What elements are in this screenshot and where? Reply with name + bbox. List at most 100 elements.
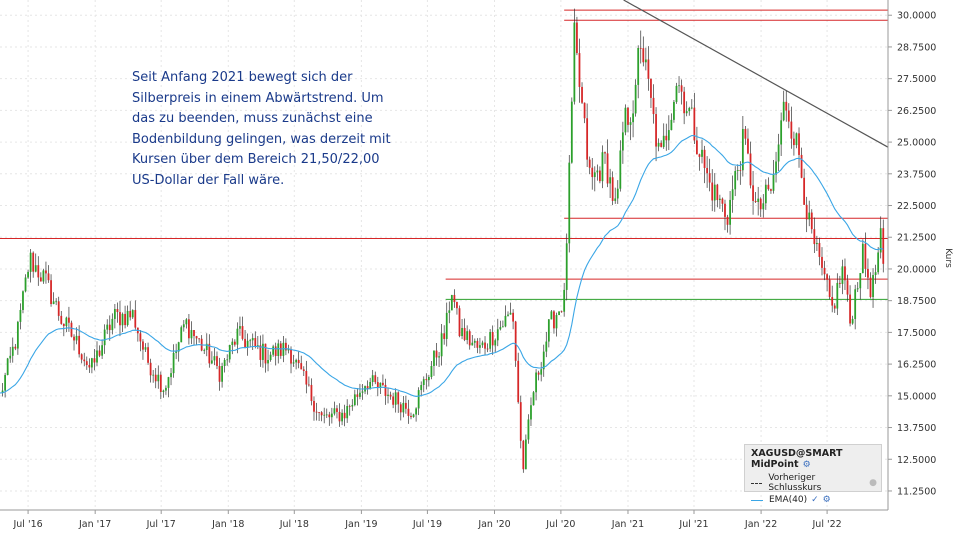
y-tick-label: 18.7500 xyxy=(897,296,936,307)
candle-body xyxy=(542,351,545,370)
candle-body xyxy=(101,345,104,356)
candle-body xyxy=(231,341,234,345)
candle-body xyxy=(236,328,239,345)
candle-body xyxy=(711,182,714,201)
candle-body xyxy=(708,173,711,183)
candle-body xyxy=(601,152,604,182)
candle-body xyxy=(826,274,828,280)
candle-body xyxy=(4,375,6,391)
candle-body xyxy=(433,350,435,366)
candle-body xyxy=(162,390,165,392)
candle-body xyxy=(877,252,880,273)
legend-ema: EMA(40) ✓ ⚙ xyxy=(745,494,881,506)
candle-body xyxy=(496,329,499,341)
candle-body xyxy=(696,140,698,155)
grid xyxy=(0,0,888,510)
x-axis-ticks: Jul '16 Jan '17 Jul '17 Jan '18 Jul '18 Jan '… xyxy=(12,510,842,530)
candle-body xyxy=(24,277,27,292)
candle-body xyxy=(560,311,563,313)
candle-body xyxy=(611,177,614,201)
candle-body xyxy=(277,343,280,357)
candle-body xyxy=(55,301,58,303)
candle-body xyxy=(343,412,346,419)
candle-body xyxy=(154,374,157,382)
candle-body xyxy=(6,358,9,376)
candle-body xyxy=(45,270,47,274)
candle-body xyxy=(193,330,195,337)
candle-body xyxy=(851,319,854,324)
candle-body xyxy=(402,402,405,413)
candle-body xyxy=(667,130,670,141)
settings-icon[interactable]: ⚙ xyxy=(802,460,811,470)
candle-body xyxy=(639,47,642,49)
candle-body xyxy=(468,331,471,346)
y-tick-label: 17.5000 xyxy=(897,328,936,339)
candle-body xyxy=(37,265,40,278)
candle-body xyxy=(313,400,315,412)
candle-body xyxy=(793,138,795,146)
candle-body xyxy=(142,341,144,350)
candle-body xyxy=(96,350,98,363)
candle-body xyxy=(764,184,767,204)
x-tick-label: Jan '20 xyxy=(477,519,510,530)
candle-body xyxy=(318,412,320,413)
candle-body xyxy=(604,152,606,154)
candle-body xyxy=(655,114,657,147)
settings-icon[interactable]: ⚙ xyxy=(822,495,831,505)
candle-body xyxy=(678,85,680,87)
x-tick-label: Jan '19 xyxy=(344,519,377,530)
candle-body xyxy=(619,150,622,189)
candle-body xyxy=(581,86,583,103)
candle-body xyxy=(576,22,578,54)
candle-body xyxy=(859,273,862,289)
candle-body xyxy=(535,372,537,393)
candle-body xyxy=(466,331,469,340)
candle-body xyxy=(417,390,420,409)
candle-body xyxy=(430,365,433,377)
candle-body xyxy=(456,302,458,309)
candle-body xyxy=(223,359,226,366)
candle-body xyxy=(106,324,109,330)
candle-body xyxy=(221,365,223,382)
candles xyxy=(1,8,885,473)
y-tick-label: 13.7500 xyxy=(897,423,936,434)
candle-body xyxy=(624,107,627,133)
check-icon[interactable]: ✓ xyxy=(811,495,819,505)
horizontal-levels xyxy=(0,9,888,300)
candle-body xyxy=(716,184,719,201)
candle-body xyxy=(652,97,655,115)
candle-body xyxy=(78,335,81,355)
candle-body xyxy=(563,289,566,312)
x-tick-label: Jan '21 xyxy=(611,519,644,530)
candle-body xyxy=(180,327,183,343)
candle-body xyxy=(675,85,678,102)
candle-body xyxy=(634,84,637,114)
candle-body xyxy=(98,350,101,356)
candle-body xyxy=(382,382,384,385)
candle-body xyxy=(782,101,785,121)
candle-body xyxy=(394,392,397,405)
candle-body xyxy=(721,198,724,204)
candle-body xyxy=(359,392,361,397)
candle-body xyxy=(869,277,872,298)
candle-body xyxy=(103,329,106,346)
candle-body xyxy=(629,122,632,125)
candle-body xyxy=(767,184,770,190)
candle-body xyxy=(438,356,440,358)
candle-body xyxy=(216,356,218,366)
candle-body xyxy=(11,346,14,356)
candle-body xyxy=(374,375,377,383)
candle-body xyxy=(713,184,716,201)
candle-body xyxy=(846,280,849,295)
y-tick-label: 28.7500 xyxy=(897,42,936,53)
candle-body xyxy=(415,408,417,415)
candle-body xyxy=(540,369,543,375)
candle-body xyxy=(683,91,686,114)
candle-body xyxy=(233,341,236,345)
candle-body xyxy=(172,352,175,374)
candle-body xyxy=(828,279,831,298)
candle-body xyxy=(333,408,336,414)
visibility-icon[interactable]: ● xyxy=(869,478,877,488)
candle-body xyxy=(565,243,568,290)
candle-body xyxy=(392,396,395,405)
